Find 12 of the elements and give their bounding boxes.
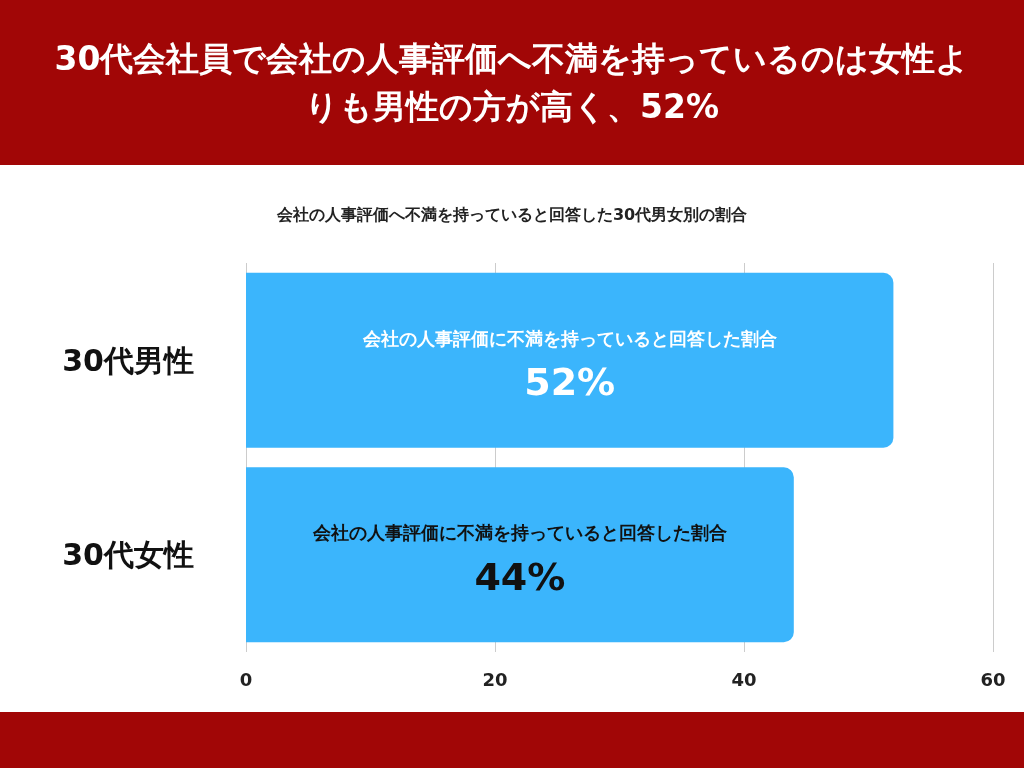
data-label: 44% (474, 554, 566, 599)
x-tick-label: 0 (239, 668, 253, 690)
annotation: 会社の人事評価に不満を持っていると回答した割合 (361, 327, 777, 349)
annotation: 会社の人事評価に不満を持っていると回答した割合 (311, 522, 727, 544)
y-tick-label: 30代女性 (62, 537, 194, 573)
data-label: 52% (524, 360, 616, 405)
x-tick-label: 60 (980, 668, 1006, 690)
chart-title: 30代会社員で会社の人事評価へ不満を持っているのは女性よりも男性の方が高く、52% (53, 37, 971, 128)
chart-subtitle: 会社の人事評価へ不満を持っていると回答した30代男女別の割合 (275, 204, 748, 224)
y-tick-label: 30代男性 (62, 342, 194, 378)
x-tick-label: 20 (482, 668, 508, 690)
x-tick-label: 40 (731, 668, 757, 690)
